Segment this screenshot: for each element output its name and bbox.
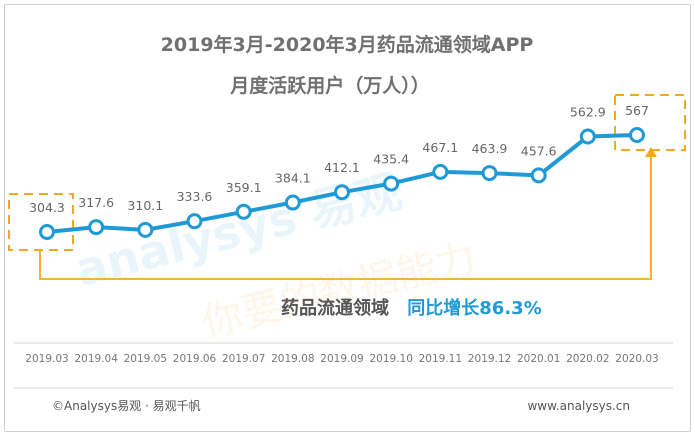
x-tick-label: 2020.02 [566, 353, 609, 365]
data-point [383, 175, 400, 192]
data-point [334, 184, 350, 201]
data-point [137, 221, 154, 238]
data-point [629, 127, 645, 143]
x-tick-label: 2019.11 [419, 353, 462, 365]
start-highlight-box [8, 193, 74, 251]
data-label: 562.9 [570, 105, 606, 120]
data-label: 457.6 [521, 143, 557, 158]
data-label: 317.6 [78, 195, 114, 210]
x-tick-label: 2020.03 [615, 353, 658, 365]
x-tick-label: 2019.12 [468, 353, 511, 365]
x-tick-label: 2019.08 [271, 353, 314, 365]
data-label: 463.9 [472, 141, 508, 156]
data-point [39, 224, 55, 240]
footer-copyright: ©Analysys易观 · 易观千帆 [52, 398, 201, 413]
data-point [530, 167, 547, 184]
x-tick-label: 2019.09 [320, 353, 363, 365]
data-label: 384.1 [275, 171, 311, 186]
footer-website: www.analysys.cn [527, 399, 630, 413]
data-label: 310.1 [127, 198, 163, 213]
chart-title-line1: 2019年3月-2020年3月药品流通领域APP [161, 33, 534, 56]
data-label: 412.1 [324, 160, 360, 175]
data-point [235, 203, 252, 220]
x-tick-label: 2019.10 [369, 353, 412, 365]
data-label: 333.6 [177, 189, 213, 204]
data-point [579, 128, 596, 145]
growth-arrow-line [39, 153, 652, 280]
data-point [88, 219, 105, 236]
data-label: 435.4 [373, 152, 409, 167]
data-label: 359.1 [226, 180, 262, 195]
x-tick-label: 2019.04 [74, 353, 118, 365]
annotation-growth: 同比增长86.3% [407, 297, 541, 319]
chart-title-line2: 月度活跃用户（万人）） [229, 74, 430, 97]
data-point [186, 213, 203, 230]
x-tick-label: 2020.01 [517, 353, 560, 365]
growth-arrow-head [645, 147, 657, 157]
data-point [481, 165, 498, 182]
svg-text:药品流通领域 同比增长86.3%: 药品流通领域 同比增长86.3% [281, 297, 542, 319]
data-labels: 304.3 317.6 310.1 333.6 359.1 384.1 412.1 435.4… [29, 103, 649, 215]
watermark: analysys 易观 你要的数据能力 [70, 164, 481, 347]
data-label: 467.1 [422, 140, 458, 155]
x-tick-label: 2019.03 [25, 353, 68, 365]
data-point [432, 163, 449, 180]
x-axis-ticks: 2019.03 2019.04 2019.05 2019.06 2019.07 2019.… [25, 353, 658, 365]
data-points [39, 127, 645, 240]
annotation-label: 药品流通领域 [281, 297, 389, 319]
x-tick-label: 2019.05 [124, 353, 167, 365]
data-label: 567 [625, 103, 649, 118]
end-highlight-box [614, 94, 686, 151]
data-label: 304.3 [29, 200, 65, 215]
data-point [284, 194, 301, 211]
chart-frame [4, 4, 691, 432]
x-tick-label: 2019.06 [173, 353, 217, 365]
x-tick-label: 2019.07 [222, 353, 265, 365]
